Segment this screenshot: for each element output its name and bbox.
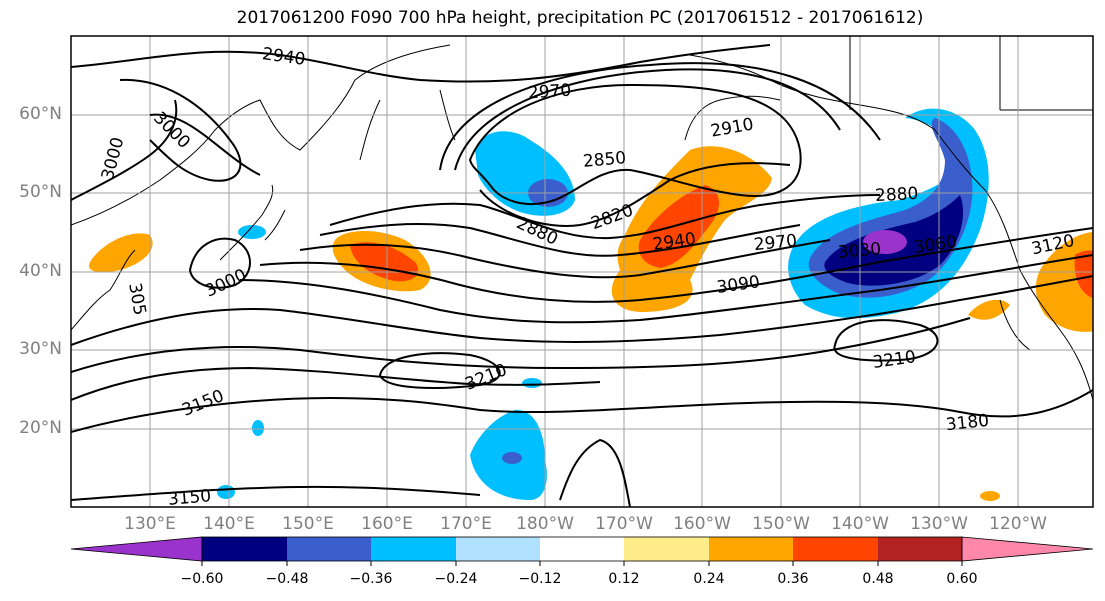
precip-pos-west xyxy=(89,233,153,273)
colorbar-tick: −0.24 xyxy=(434,571,478,587)
map-frame xyxy=(70,35,1094,508)
lon-label: 180°W xyxy=(516,514,574,534)
lon-label: 140°W xyxy=(831,514,889,534)
contour-label: 2970 xyxy=(527,81,572,104)
colorbar-tick: 0.36 xyxy=(777,571,809,587)
contour-label: 2850 xyxy=(582,148,627,172)
colorbar-segment xyxy=(202,537,287,561)
lon-label: 150°E xyxy=(282,514,334,534)
lon-label: 170°W xyxy=(595,514,653,534)
colorbar-segment xyxy=(540,537,624,561)
colorbar-tick: 0.60 xyxy=(946,571,978,587)
colorbar-tick: 0.24 xyxy=(693,571,725,587)
colorbar-segment xyxy=(624,537,709,561)
grid xyxy=(71,36,1093,507)
colorbar-tick: −0.48 xyxy=(265,571,309,587)
colorbar-boxes xyxy=(70,536,1094,566)
colorbar-extend-left xyxy=(70,536,203,562)
precip-neg-sw2 xyxy=(252,420,264,436)
precip-pos-strong xyxy=(638,185,720,268)
lon-label: 120°W xyxy=(989,514,1047,534)
lon-label: 160°W xyxy=(673,514,731,534)
lon-label: 160°E xyxy=(361,514,413,534)
colorbar-extend-right xyxy=(961,536,1094,562)
lat-label: 30°N xyxy=(19,339,62,359)
precip-neg-max xyxy=(863,230,907,254)
lat-label: 40°N xyxy=(19,261,62,281)
precip-pos-east-core xyxy=(1074,250,1093,299)
colorbar-segment xyxy=(709,537,793,561)
lon-label: 130°E xyxy=(124,514,176,534)
precip-neg-tropic-core xyxy=(502,452,522,464)
lat-label: 60°N xyxy=(19,104,62,124)
plot-title: 2017061200 F090 700 hPa height, precipit… xyxy=(236,8,924,28)
colorbar-segment xyxy=(793,537,878,561)
colorbar-tick: −0.60 xyxy=(180,571,224,587)
lon-label: 170°E xyxy=(440,514,492,534)
colorbar-segment xyxy=(371,537,456,561)
height-contours xyxy=(71,44,1093,507)
colorbar-tick: −0.36 xyxy=(349,571,393,587)
colorbar-tick: 0.48 xyxy=(862,571,894,587)
lon-label: 150°W xyxy=(752,514,810,534)
lat-label: 20°N xyxy=(19,418,62,438)
colorbar-tick: −0.12 xyxy=(518,571,562,587)
lat-label: 50°N xyxy=(19,182,62,202)
lon-label: 130°W xyxy=(910,514,968,534)
contour-label: 2880 xyxy=(875,184,919,206)
contour-label: 2970 xyxy=(753,231,798,255)
lon-label: 140°E xyxy=(203,514,255,534)
contour-label: 3180 xyxy=(945,411,990,435)
colorbar-tick: 0.12 xyxy=(608,571,640,587)
precip-pos-small xyxy=(968,299,1010,320)
colorbar-segment xyxy=(456,537,540,561)
contour-label: 3150 xyxy=(167,486,212,510)
colorbar-segment xyxy=(878,537,962,561)
contour-label: 3030 xyxy=(837,239,882,263)
precip-pos-se xyxy=(980,491,1000,501)
colorbar-frame xyxy=(201,536,963,562)
precip-neg-japan xyxy=(238,225,266,239)
colorbar-segment xyxy=(287,537,371,561)
